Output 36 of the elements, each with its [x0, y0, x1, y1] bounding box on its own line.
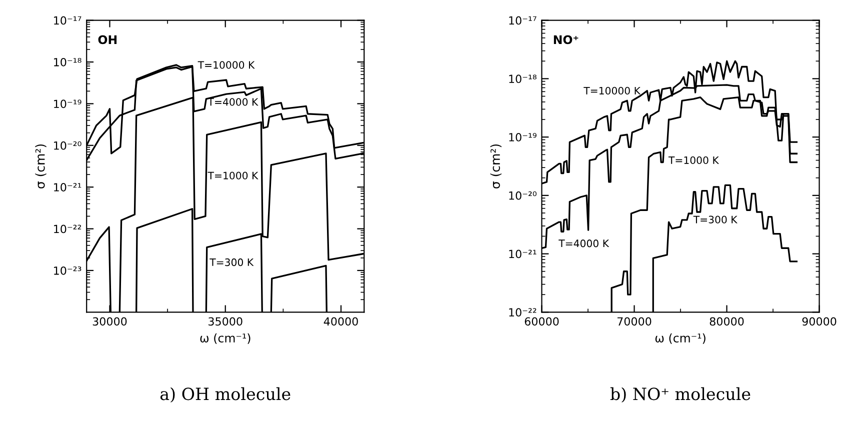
- x-tick-label: 40000: [324, 317, 358, 326]
- annotation: T=10000 K: [198, 61, 255, 69]
- x-tick-label: 35000: [208, 317, 242, 326]
- y-axis-title: σ (cm²): [490, 144, 502, 188]
- annotation: T=4000 K: [208, 98, 258, 106]
- y-tick-label: 10⁻²⁰: [509, 191, 537, 200]
- x-axis-title: ω (cm⁻¹): [655, 333, 706, 344]
- y-tick-label: 10⁻²²: [509, 308, 536, 317]
- y-tick-label: 10⁻²⁰: [54, 141, 82, 150]
- y-axis-title: σ (cm²): [35, 144, 46, 188]
- text: a) OH molecule: [160, 387, 290, 403]
- annotation: T=1000 K: [208, 172, 258, 180]
- annotation: T=10000 K: [584, 86, 641, 95]
- x-tick-label: 60000: [524, 317, 559, 326]
- y-tick-label: 10⁻²³: [54, 266, 82, 275]
- y-tick-label: 10⁻¹⁷: [509, 16, 536, 25]
- annotation: T=300 K: [693, 216, 738, 224]
- y-tick-label: 10⁻²¹: [509, 250, 536, 258]
- annotation: NO⁺: [554, 35, 578, 44]
- x-tick-label: 70000: [618, 317, 652, 326]
- annotation: OH: [98, 35, 117, 44]
- y-tick-label: 10⁻¹⁷: [54, 16, 82, 25]
- annotation: T=300 K: [210, 258, 254, 266]
- y-tick-label: 10⁻¹⁸: [509, 74, 536, 84]
- y-tick-label: 10⁻²¹: [54, 183, 82, 192]
- annotation: T=1000 K: [668, 156, 720, 164]
- y-tick-label: 10⁻¹⁸: [54, 58, 82, 66]
- x-tick-label: 90000: [802, 317, 836, 326]
- text: b) NO⁺ molecule: [610, 387, 750, 403]
- y-tick-label: 10⁻¹⁹: [54, 100, 82, 108]
- y-tick-label: 10⁻¹⁹: [509, 133, 536, 142]
- x-axis-title: ω (cm⁻¹): [200, 333, 250, 344]
- y-tick-label: 10⁻²²: [54, 224, 82, 234]
- x-tick-label: 80000: [710, 317, 744, 326]
- x-tick-label: 30000: [92, 317, 127, 326]
- annotation: T=4000 K: [558, 240, 610, 248]
